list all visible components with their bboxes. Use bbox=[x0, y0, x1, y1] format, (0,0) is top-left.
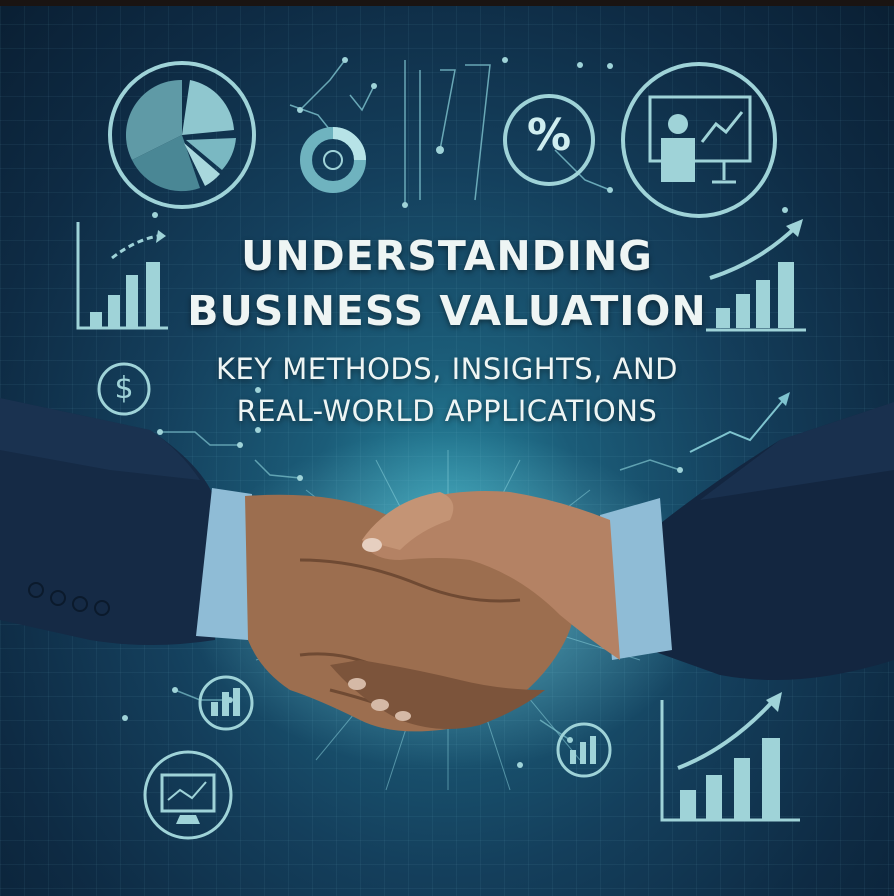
subtitle-line-2: REAL-WORLD APPLICATIONS bbox=[236, 394, 658, 428]
percent-symbol: % bbox=[526, 110, 572, 161]
title-line-1: UNDERSTANDING bbox=[241, 232, 653, 280]
subtitle-line-1: KEY METHODS, INSIGHTS, AND bbox=[215, 352, 679, 386]
dollar-symbol: $ bbox=[114, 371, 134, 406]
top-border-strip bbox=[0, 0, 894, 6]
title-line-2: BUSINESS VALUATION bbox=[187, 287, 707, 335]
